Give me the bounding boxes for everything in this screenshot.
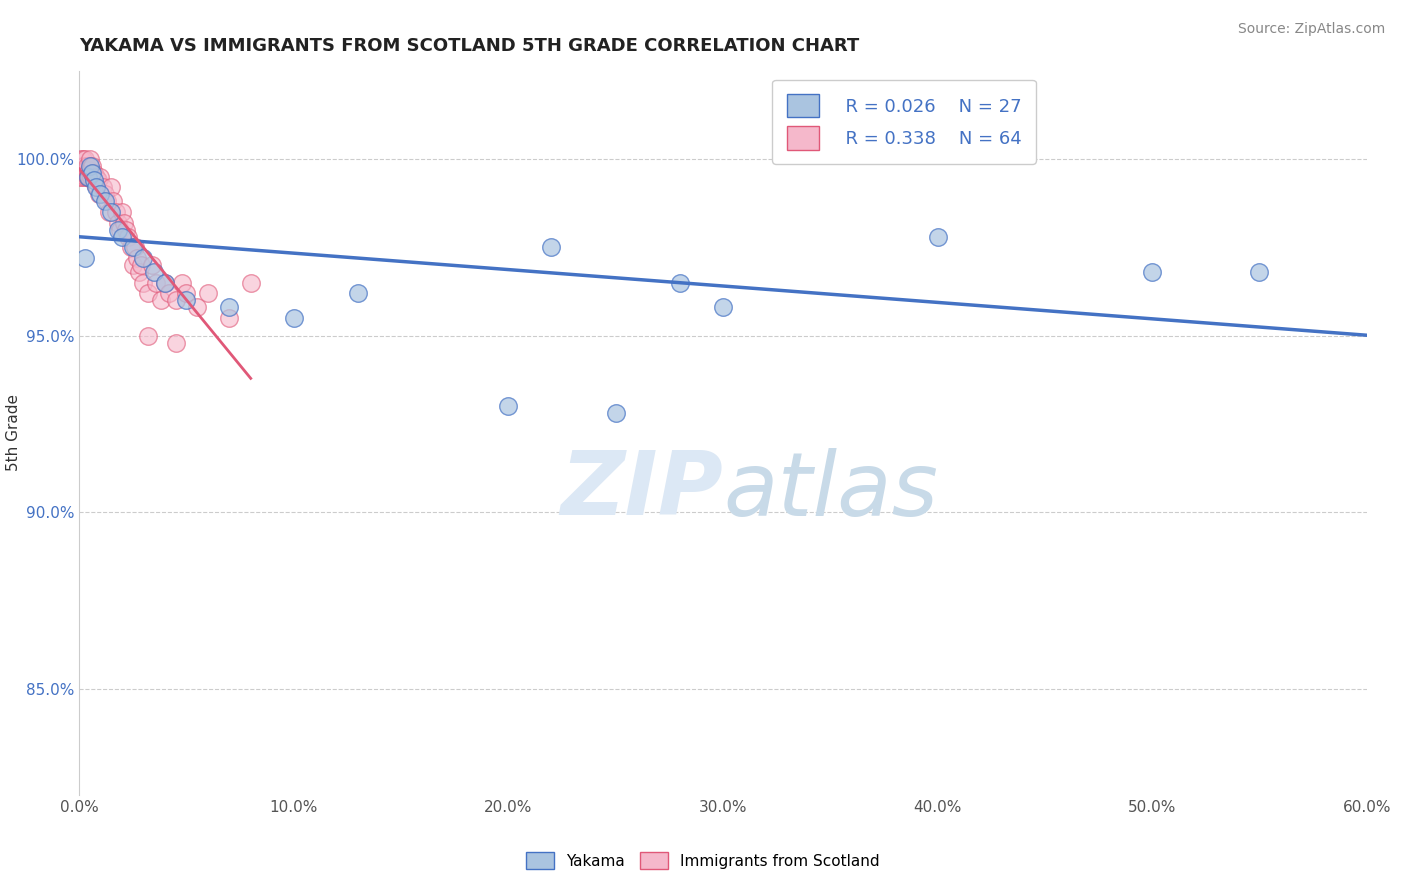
- Point: [69, 169, 91, 184]
- Point: [157, 286, 180, 301]
- Point: [80, 169, 103, 184]
- Point: [86, 180, 108, 194]
- Point: [73, 169, 96, 184]
- Point: [84, 180, 107, 194]
- Point: [153, 276, 176, 290]
- Point: [145, 276, 167, 290]
- Point: [94, 194, 117, 209]
- Point: [132, 276, 155, 290]
- Point: [70, 152, 93, 166]
- Point: [115, 222, 138, 236]
- Point: [111, 205, 134, 219]
- Point: [72, 159, 94, 173]
- Point: [347, 286, 370, 301]
- Point: [96, 194, 118, 209]
- Point: [141, 258, 163, 272]
- Point: [79, 152, 101, 166]
- Text: Source: ZipAtlas.com: Source: ZipAtlas.com: [1237, 22, 1385, 37]
- Point: [153, 276, 176, 290]
- Point: [149, 293, 172, 308]
- Point: [498, 399, 520, 413]
- Text: ZIP: ZIP: [560, 447, 723, 534]
- Point: [165, 335, 187, 350]
- Point: [107, 216, 129, 230]
- Point: [605, 406, 627, 420]
- Point: [239, 276, 262, 290]
- Point: [75, 152, 97, 166]
- Point: [72, 152, 94, 166]
- Point: [176, 286, 198, 301]
- Point: [1140, 265, 1163, 279]
- Point: [80, 166, 103, 180]
- Point: [79, 162, 101, 177]
- Point: [98, 205, 121, 219]
- Point: [87, 173, 110, 187]
- Point: [218, 310, 240, 325]
- Point: [72, 169, 94, 184]
- Point: [176, 293, 198, 308]
- Point: [76, 159, 98, 173]
- Point: [283, 310, 305, 325]
- Point: [120, 240, 142, 254]
- Point: [79, 159, 101, 173]
- Point: [136, 286, 159, 301]
- Point: [75, 162, 97, 177]
- Point: [125, 251, 148, 265]
- Point: [186, 301, 208, 315]
- Point: [104, 205, 127, 219]
- Point: [136, 328, 159, 343]
- Point: [82, 169, 104, 184]
- Point: [83, 173, 105, 187]
- Point: [89, 187, 111, 202]
- Point: [197, 286, 219, 301]
- Point: [170, 276, 193, 290]
- Point: [76, 169, 98, 184]
- Point: [77, 169, 100, 184]
- Point: [94, 187, 117, 202]
- Text: atlas: atlas: [723, 448, 938, 533]
- Point: [121, 240, 143, 254]
- Point: [107, 222, 129, 236]
- Point: [100, 205, 122, 219]
- Point: [76, 169, 98, 184]
- Point: [121, 258, 143, 272]
- Point: [103, 194, 125, 209]
- Point: [1249, 265, 1271, 279]
- Point: [69, 159, 91, 173]
- Y-axis label: 5th Grade: 5th Grade: [6, 394, 21, 471]
- Legend:   R = 0.026    N = 27,   R = 0.338    N = 64: R = 0.026 N = 27, R = 0.338 N = 64: [772, 79, 1036, 164]
- Point: [80, 159, 103, 173]
- Point: [84, 169, 107, 184]
- Point: [108, 222, 131, 236]
- Legend: Yakama, Immigrants from Scotland: Yakama, Immigrants from Scotland: [520, 846, 886, 875]
- Point: [70, 162, 93, 177]
- Point: [77, 166, 100, 180]
- Point: [711, 301, 734, 315]
- Point: [83, 166, 105, 180]
- Point: [927, 229, 949, 244]
- Point: [143, 265, 166, 279]
- Text: YAKAMA VS IMMIGRANTS FROM SCOTLAND 5TH GRADE CORRELATION CHART: YAKAMA VS IMMIGRANTS FROM SCOTLAND 5TH G…: [79, 37, 859, 55]
- Point: [117, 229, 139, 244]
- Point: [89, 187, 111, 202]
- Point: [128, 265, 150, 279]
- Point: [112, 216, 135, 230]
- Point: [100, 180, 122, 194]
- Point: [165, 293, 187, 308]
- Point: [129, 258, 152, 272]
- Point: [540, 240, 562, 254]
- Point: [91, 180, 114, 194]
- Point: [124, 240, 146, 254]
- Point: [75, 251, 97, 265]
- Point: [132, 251, 155, 265]
- Point: [84, 177, 107, 191]
- Point: [76, 169, 98, 184]
- Point: [111, 229, 134, 244]
- Point: [73, 166, 96, 180]
- Point: [218, 301, 240, 315]
- Point: [669, 276, 692, 290]
- Point: [73, 159, 96, 173]
- Point: [89, 169, 111, 184]
